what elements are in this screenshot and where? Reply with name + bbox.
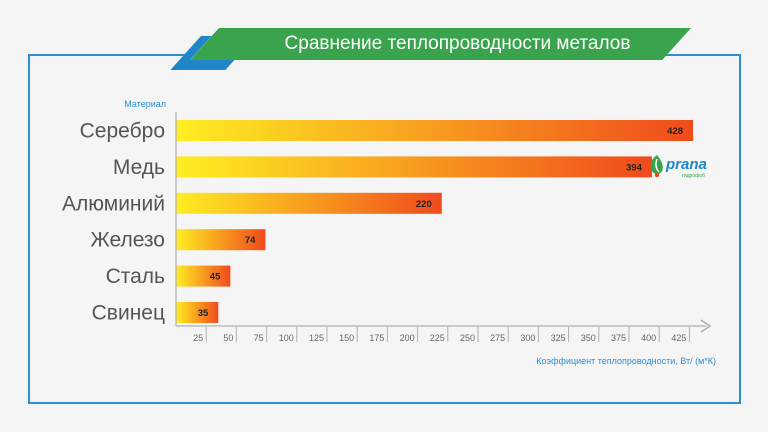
category-label: Железо <box>90 229 165 252</box>
category-label: Свинец <box>92 302 165 325</box>
data-label: 45 <box>210 272 221 283</box>
bar <box>176 120 694 141</box>
data-label: 394 <box>626 162 643 173</box>
x-tick-label: 425 <box>671 333 686 343</box>
data-label: 35 <box>198 308 209 319</box>
x-tick-label: 100 <box>279 333 294 343</box>
y-axis-label: Материал <box>124 99 166 109</box>
x-tick-label: 150 <box>339 333 354 343</box>
bar <box>176 229 266 251</box>
x-tick-label: 75 <box>254 333 264 343</box>
x-tick-label: 275 <box>490 333 505 343</box>
x-tick-label: 25 <box>193 333 203 343</box>
category-label: Сталь <box>106 265 165 288</box>
prana-leaf-icon <box>650 155 663 178</box>
data-label: 220 <box>416 199 432 210</box>
x-tick-label: 225 <box>430 333 445 343</box>
category-label: Серебро <box>80 120 165 143</box>
x-tick-label: 375 <box>611 333 626 343</box>
chart-frame <box>28 54 741 404</box>
category-label: Алюминий <box>62 192 165 215</box>
bar <box>176 156 652 178</box>
logo-wordmark: prana <box>666 156 707 173</box>
x-tick-label: 175 <box>369 333 384 343</box>
data-label: 74 <box>245 235 256 246</box>
x-axis-arrow <box>700 319 712 333</box>
x-axis-label: Коэффициент теплопроводности, Вт/ (м*К) <box>536 356 716 366</box>
prana-logo: prana гидрофоб <box>648 153 718 183</box>
bar <box>176 265 231 287</box>
x-tick-label: 125 <box>309 333 324 343</box>
category-label: Медь <box>113 156 165 179</box>
x-tick-label: 200 <box>400 333 415 343</box>
logo-tagline: гидрофоб <box>682 173 705 179</box>
data-label: 428 <box>667 126 683 137</box>
x-tick-label: 325 <box>551 333 566 343</box>
x-tick-label: 400 <box>641 333 656 343</box>
x-tick-label: 350 <box>581 333 596 343</box>
x-tick-label: 50 <box>223 333 233 343</box>
x-tick-label: 250 <box>460 333 475 343</box>
bar <box>176 302 219 323</box>
chart-title: Сравнение теплопроводности металов <box>284 33 631 54</box>
bar <box>176 192 442 214</box>
x-tick-label: 300 <box>520 333 535 343</box>
